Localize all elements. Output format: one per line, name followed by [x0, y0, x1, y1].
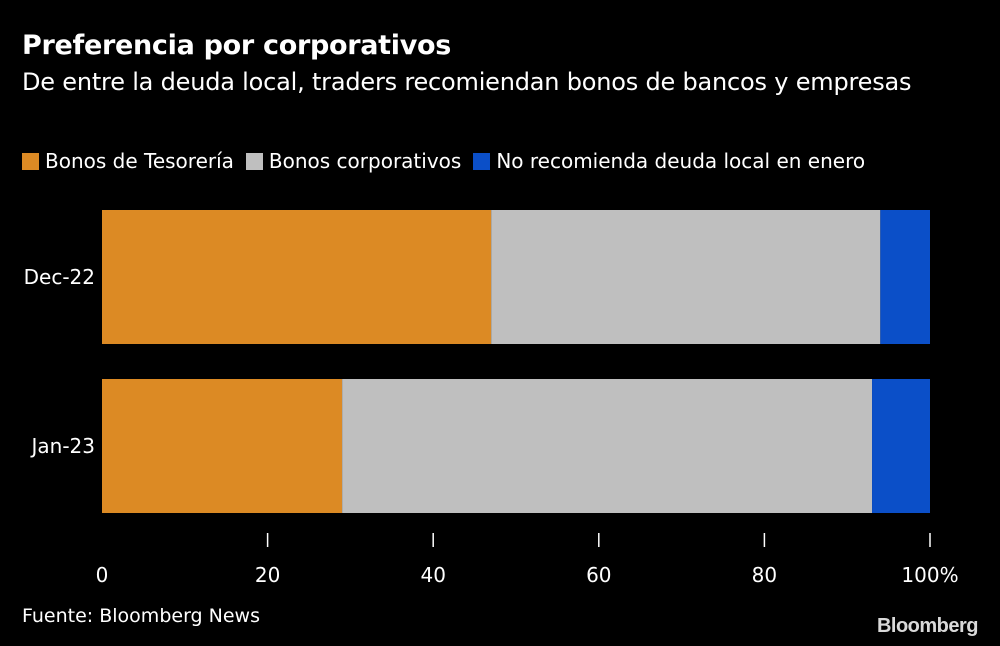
- x-tick-label-0: 0: [96, 563, 109, 587]
- bar-jan-23-series-2: [872, 379, 930, 513]
- bar-dec-22-series-1: [491, 210, 881, 344]
- legend-label-no-recomienda: No recomienda deuda local en enero: [496, 149, 866, 173]
- bar-dec-22-series-0: [102, 210, 492, 344]
- legend-item-corporativos: Bonos corporativos: [245, 149, 462, 173]
- bloomberg-logo: Bloomberg: [876, 615, 979, 637]
- chart-title: Preferencia por corporativos: [22, 30, 452, 61]
- legend-swatch-tesoreria: [22, 152, 39, 170]
- bar-dec-22-series-2: [880, 210, 930, 344]
- legend-swatch-corporativos: [245, 152, 263, 170]
- legend-label-tesoreria: Bonos de Tesorería: [45, 149, 234, 173]
- x-tick-label-3: 60: [586, 563, 611, 587]
- x-tick-label-1: 20: [255, 563, 280, 587]
- category-label-dec-22: Dec-22: [24, 265, 95, 289]
- legend: Bonos de Tesorería Bonos corporativos No…: [22, 149, 865, 173]
- legend-item-tesoreria: Bonos de Tesorería: [22, 149, 234, 173]
- category-label-jan-23: Jan-23: [30, 434, 96, 458]
- legend-swatch-no-recomienda: [473, 152, 491, 170]
- x-tick-label-5: 100%: [901, 563, 958, 587]
- legend-label-corporativos: Bonos corporativos: [268, 149, 462, 173]
- x-tick-label-2: 40: [420, 563, 445, 587]
- x-tick-label-4: 80: [752, 563, 777, 587]
- source-note: Fuente: Bloomberg News: [22, 605, 260, 627]
- bar-jan-23-series-1: [342, 379, 873, 513]
- bar-jan-23-series-0: [102, 379, 343, 513]
- chart-subtitle: De entre la deuda local, traders recomie…: [22, 68, 912, 96]
- legend-item-no-recomienda: No recomienda deuda local en enero: [473, 149, 865, 173]
